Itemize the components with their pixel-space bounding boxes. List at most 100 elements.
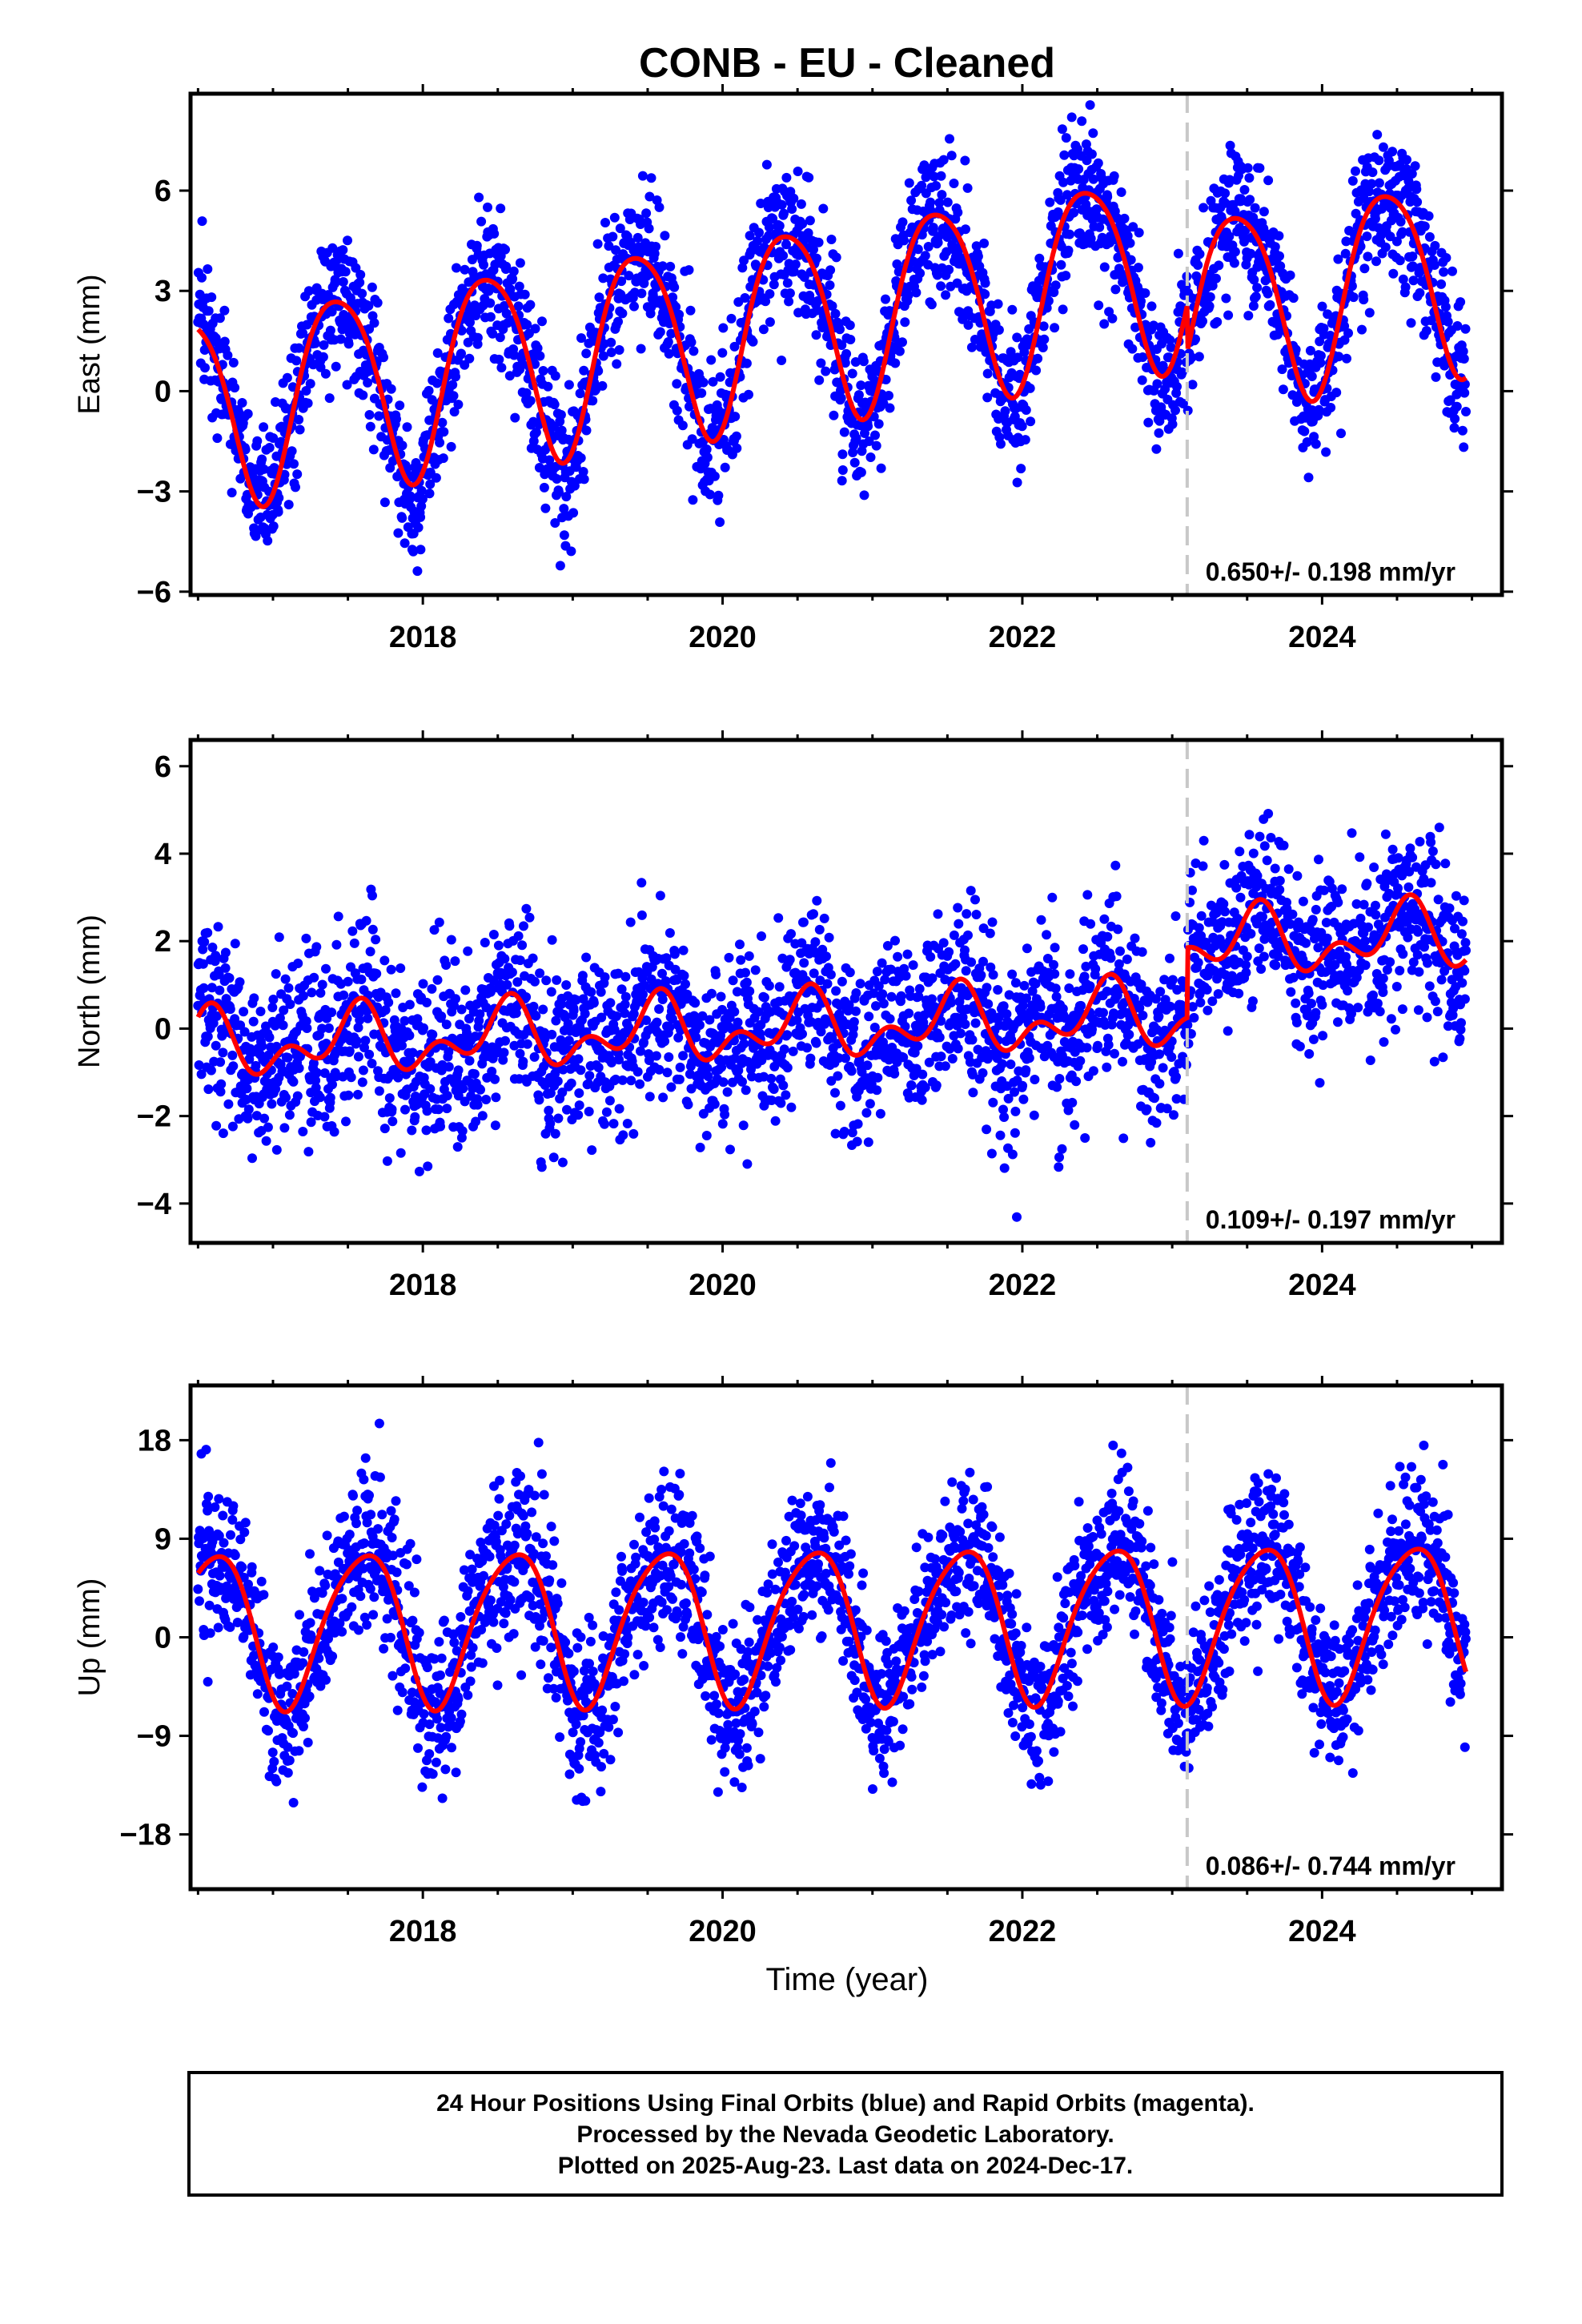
data-point — [618, 1130, 628, 1140]
data-point — [536, 1162, 547, 1172]
data-point — [1006, 1035, 1017, 1045]
data-point — [1130, 322, 1141, 332]
data-point — [474, 192, 484, 203]
data-point — [444, 1062, 454, 1072]
data-point — [1061, 271, 1071, 281]
data-point — [303, 398, 313, 408]
data-point — [1347, 175, 1358, 186]
data-point — [1457, 425, 1468, 436]
data-point — [919, 160, 930, 171]
east-points — [193, 100, 1471, 577]
data-point — [985, 928, 995, 939]
data-point — [1243, 311, 1254, 321]
data-point — [547, 935, 557, 945]
data-point — [1224, 231, 1235, 242]
data-point — [1400, 282, 1411, 292]
data-point — [1166, 342, 1176, 352]
data-point — [1194, 352, 1204, 362]
data-point — [576, 333, 586, 344]
data-point — [814, 375, 825, 385]
data-point — [613, 968, 624, 979]
data-point — [970, 895, 980, 905]
data-point — [837, 340, 847, 350]
data-point — [530, 324, 540, 334]
data-point — [1275, 261, 1286, 271]
data-point — [1259, 207, 1269, 217]
data-point — [442, 1091, 452, 1101]
data-point — [733, 1017, 743, 1027]
data-point — [534, 1095, 544, 1105]
data-point — [1196, 911, 1207, 921]
data-point — [1064, 983, 1074, 993]
data-point — [1341, 236, 1351, 247]
data-point — [915, 268, 926, 279]
data-point — [614, 345, 624, 355]
data-point — [261, 1136, 271, 1146]
data-point — [764, 222, 774, 232]
data-point — [203, 306, 214, 316]
data-point — [754, 227, 764, 238]
data-point — [564, 1035, 574, 1046]
data-point — [276, 436, 287, 447]
data-point — [865, 1099, 875, 1109]
data-point — [1050, 969, 1060, 979]
data-point — [1012, 1212, 1022, 1222]
data-point — [1415, 287, 1425, 298]
data-point — [845, 967, 855, 978]
data-point — [639, 278, 649, 288]
data-point — [219, 336, 230, 347]
data-point — [966, 342, 977, 352]
data-point — [358, 1065, 368, 1076]
data-point — [1239, 236, 1249, 247]
data-point — [441, 1019, 452, 1030]
data-point — [544, 1105, 554, 1116]
data-point — [1000, 406, 1010, 416]
data-point — [960, 155, 970, 166]
data-point — [1030, 979, 1041, 989]
data-point — [540, 1034, 550, 1044]
data-point — [1235, 846, 1245, 857]
data-point — [1016, 464, 1026, 474]
data-point — [1050, 943, 1060, 953]
data-point — [829, 410, 839, 420]
data-point — [305, 379, 315, 389]
data-point — [400, 1104, 410, 1115]
data-point — [578, 467, 588, 476]
data-point — [1321, 447, 1331, 457]
data-point — [777, 356, 787, 365]
data-point — [927, 994, 937, 1004]
data-point — [1223, 1026, 1233, 1036]
data-point — [936, 1015, 946, 1026]
data-point — [741, 977, 752, 987]
data-point — [1340, 248, 1351, 259]
data-point — [223, 1099, 234, 1109]
data-point — [899, 235, 909, 246]
data-point — [1063, 1105, 1074, 1116]
data-point — [1086, 919, 1096, 929]
data-point — [1186, 352, 1197, 363]
data-point — [732, 443, 742, 453]
data-point — [554, 487, 564, 497]
data-point — [240, 444, 251, 455]
data-point — [785, 288, 795, 299]
data-point — [1019, 347, 1030, 357]
data-point — [293, 959, 303, 968]
data-point — [1010, 1128, 1020, 1138]
data-point — [672, 405, 682, 416]
data-point — [942, 197, 953, 207]
data-point — [1398, 274, 1408, 284]
data-point — [803, 228, 813, 238]
data-point — [380, 1005, 391, 1015]
data-point — [386, 384, 396, 394]
data-point — [960, 1019, 970, 1029]
data-point — [483, 202, 492, 212]
data-point — [230, 939, 240, 949]
data-point — [343, 235, 352, 246]
data-point — [543, 381, 553, 392]
data-point — [851, 1006, 861, 1016]
east-rate-label: 0.650+/- 0.198 mm/yr — [1206, 557, 1456, 586]
data-point — [211, 1120, 222, 1131]
data-point — [1137, 375, 1147, 385]
data-point — [1221, 293, 1231, 304]
data-point — [224, 973, 235, 983]
